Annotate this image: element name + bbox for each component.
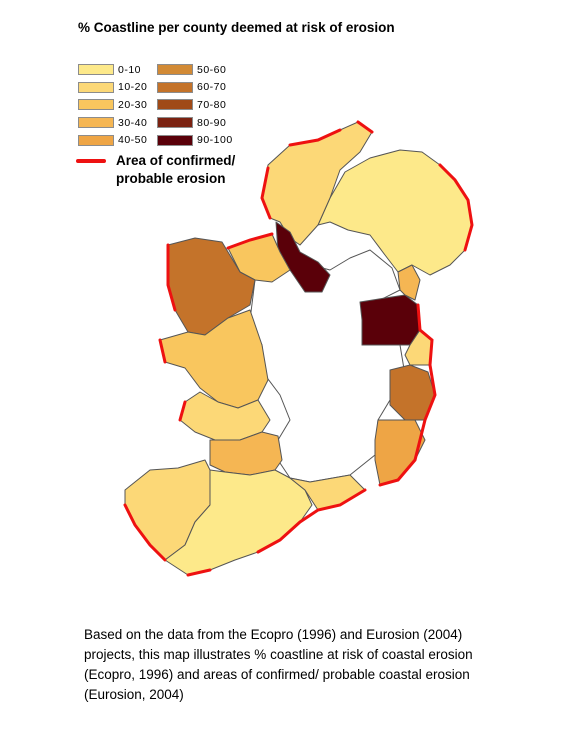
clare-region [179, 391, 271, 441]
erosion-coast-west [123, 232, 274, 562]
erosion-coast-south [186, 488, 367, 577]
legend-swatch [78, 99, 114, 111]
louth-region [397, 264, 421, 301]
erosion-coast-donegal [260, 120, 374, 220]
legend-item: 0-10 [78, 61, 147, 79]
legend-swatch [157, 117, 193, 129]
legend-label: 30-40 [118, 116, 148, 129]
legend-swatch [157, 99, 193, 111]
legend-item: 60-70 [157, 79, 233, 97]
legend-label: 70-80 [197, 98, 227, 111]
legend-label: 10-20 [118, 81, 148, 94]
legend-label: 0-10 [118, 63, 142, 76]
erosion-line-swatch [76, 159, 106, 163]
galway-region [159, 309, 269, 409]
legend-label: 50-60 [197, 63, 227, 76]
legend-item: 40-50 [78, 131, 147, 149]
legend-label: 40-50 [118, 134, 148, 147]
erosion-coast-north [438, 163, 474, 252]
legend-swatch [78, 81, 114, 93]
legend-swatch [78, 64, 114, 76]
map-caption: Based on the data from the Ecopro (1996)… [84, 627, 473, 702]
erosion-legend-label: Area of confirmed/ probable erosion [116, 153, 236, 186]
legend-swatch [157, 134, 193, 146]
northern-ireland-region [317, 149, 473, 276]
legend-swatch [157, 64, 193, 76]
legend-item: 70-80 [157, 96, 233, 114]
legend-label: 80-90 [197, 116, 227, 129]
legend-label: 20-30 [118, 98, 148, 111]
legend-label: 90-100 [197, 134, 233, 147]
legend-column-left: 0-10 10-20 20-30 30-40 40-50 [78, 61, 147, 149]
legend-swatch [78, 134, 114, 146]
erosion-coast-east [378, 303, 437, 487]
legend-item: 20-30 [78, 96, 147, 114]
legend-item: 30-40 [78, 114, 147, 132]
legend-item: 10-20 [78, 79, 147, 97]
legend-swatch [157, 81, 193, 93]
limerick-region [209, 431, 283, 476]
cork-region [164, 469, 313, 576]
legend-label: 60-70 [197, 81, 227, 94]
legend-item: 90-100 [157, 131, 233, 149]
legend-swatch [78, 117, 114, 129]
legend-title: % Coastline per county deemed at risk of… [78, 20, 395, 35]
dublin-region [359, 294, 421, 346]
erosion-legend-item: Area of confirmed/ probable erosion [76, 152, 276, 188]
legend-item: 80-90 [157, 114, 233, 132]
legend-item: 50-60 [157, 61, 233, 79]
legend-column-right: 50-60 60-70 70-80 80-90 90-100 [157, 61, 233, 149]
